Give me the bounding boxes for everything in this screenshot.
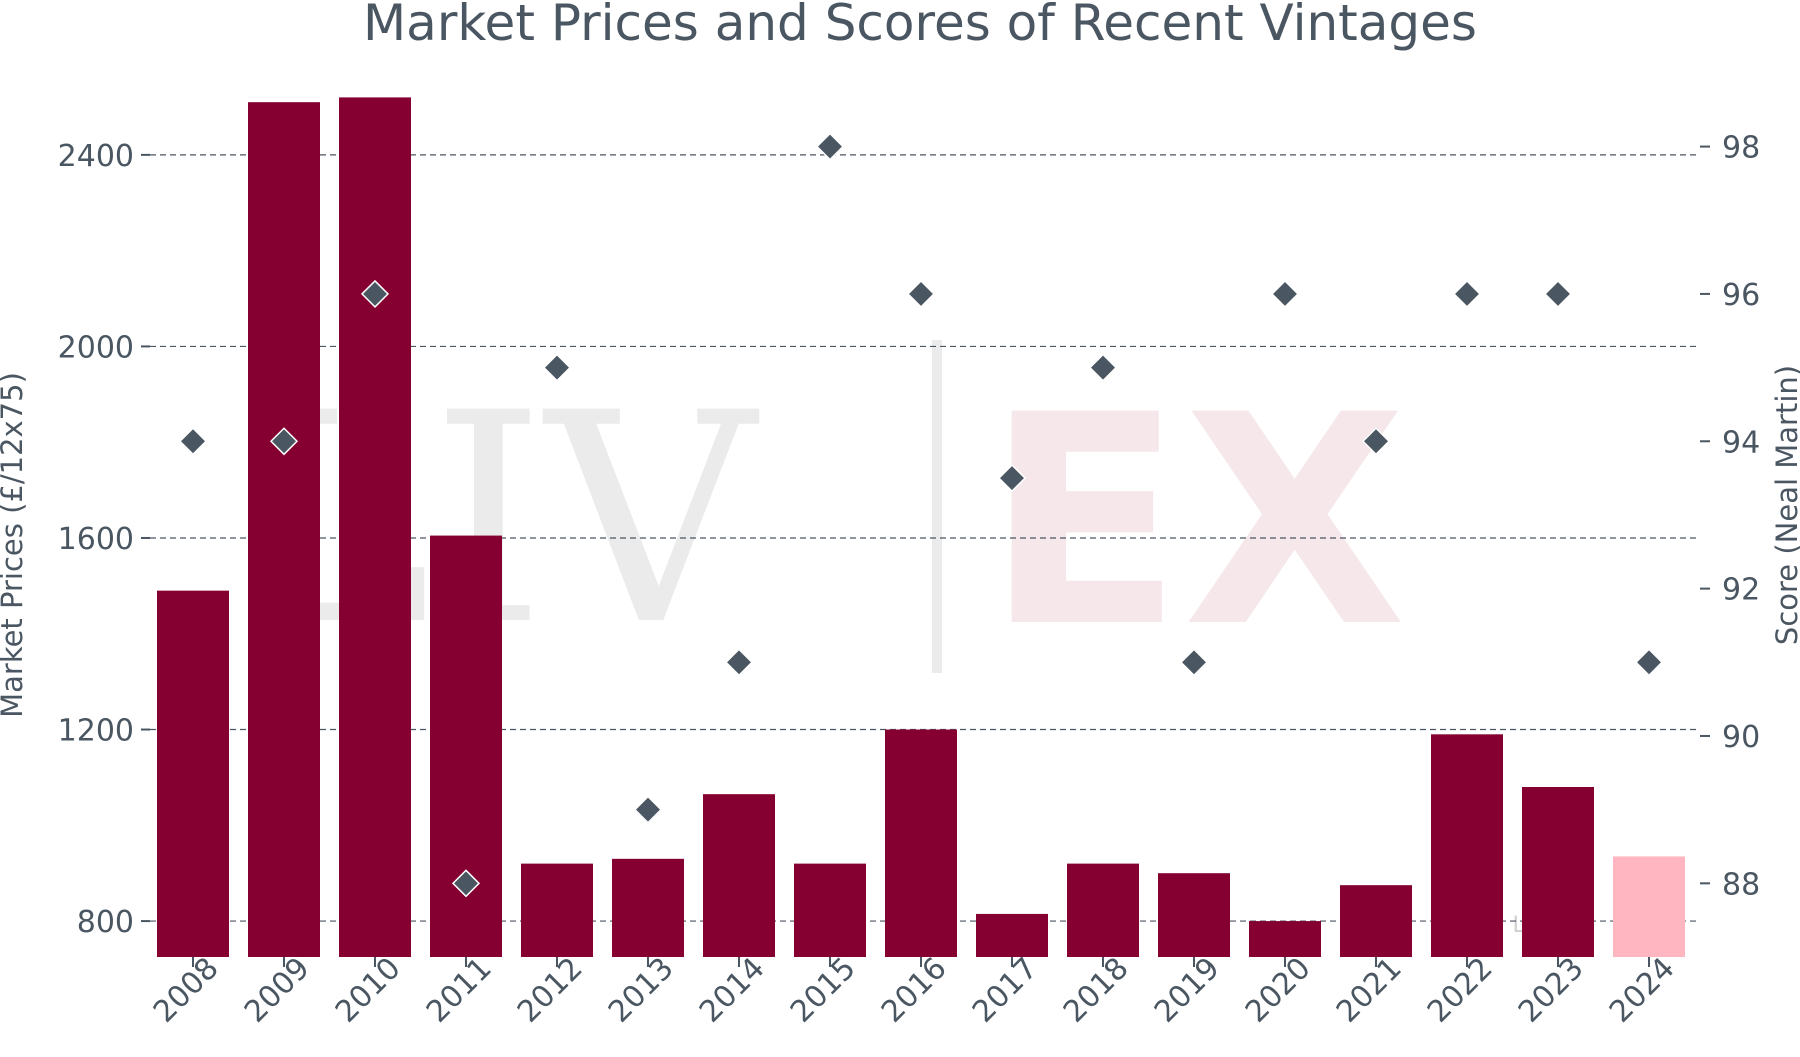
bars xyxy=(157,97,1685,957)
x-tick-label: 2013 xyxy=(602,951,681,1030)
score-point-2009 xyxy=(269,427,299,456)
score-point-2021 xyxy=(1361,427,1391,456)
y-right-tick-label: 94 xyxy=(1722,425,1760,460)
watermark-divider xyxy=(932,340,942,673)
x-tick-label: 2023 xyxy=(1512,951,1591,1030)
bar-2015 xyxy=(794,863,866,957)
y-axis-title-right: Score (Neal Martin) xyxy=(1770,365,1800,645)
bar-2012 xyxy=(521,863,593,957)
y-tick-label: 2400 xyxy=(58,139,134,174)
y-tick-label: 800 xyxy=(77,905,134,940)
x-tick-label: 2015 xyxy=(784,951,863,1030)
y-right-tick-label: 90 xyxy=(1722,720,1760,755)
score-point-2018 xyxy=(1088,353,1118,382)
x-tick-label: 2010 xyxy=(329,951,408,1030)
score-point-2019 xyxy=(1179,648,1209,677)
x-tick-label: 2009 xyxy=(238,951,317,1030)
score-point-2022 xyxy=(1452,279,1482,308)
bar-2016 xyxy=(885,729,957,957)
y-tick-label: 1200 xyxy=(58,714,134,749)
right-axis: 88 90 92 94 96 98 xyxy=(1700,131,1760,902)
x-tick-label: 2020 xyxy=(1239,951,1318,1030)
y-right-tick-label: 88 xyxy=(1722,867,1760,902)
y-axis-title-left: Market Prices (£/12x75) xyxy=(0,372,29,718)
score-point-2023 xyxy=(1543,279,1573,308)
x-tick-label: 2011 xyxy=(420,951,499,1030)
x-tick-label: 2021 xyxy=(1330,951,1409,1030)
x-tick-label: 2022 xyxy=(1421,951,1500,1030)
watermark: LIVEXLiv-ex xyxy=(238,340,1577,938)
bar-2009 xyxy=(248,102,320,957)
y-right-tick-label: 98 xyxy=(1722,131,1760,166)
score-point-2017 xyxy=(997,464,1027,493)
x-tick-label: 2024 xyxy=(1603,951,1682,1030)
score-point-2012 xyxy=(542,353,572,382)
chart-title: Market Prices and Scores of Recent Vinta… xyxy=(363,0,1477,52)
bar-2021 xyxy=(1340,885,1412,957)
x-tick-label: 2012 xyxy=(511,951,590,1030)
x-tick-label: 2016 xyxy=(875,951,954,1030)
bar-2013 xyxy=(612,858,684,957)
y-right-tick-label: 92 xyxy=(1722,573,1760,608)
bar-2010 xyxy=(339,97,411,957)
x-tick-label: 2014 xyxy=(693,951,772,1030)
score-point-2013 xyxy=(633,795,663,824)
x-tick-label: 2018 xyxy=(1057,951,1136,1030)
x-tick-label: 2019 xyxy=(1148,951,1227,1030)
bar-2019 xyxy=(1158,873,1230,957)
bar-2014 xyxy=(703,794,775,957)
bar-2017 xyxy=(976,913,1048,957)
x-axis: 2008 2009 2010 2011 2012 2013 2014 2015 2016 2017… xyxy=(147,951,1682,1030)
score-point-2024 xyxy=(1634,648,1664,677)
score-points xyxy=(178,132,1664,898)
bar-2018 xyxy=(1067,863,1139,957)
bar-2020 xyxy=(1249,921,1321,957)
score-point-2010 xyxy=(360,279,390,308)
score-point-2016 xyxy=(906,279,936,308)
bar-2024 xyxy=(1613,856,1685,957)
bar-2023 xyxy=(1522,786,1594,957)
score-point-2015 xyxy=(815,132,845,161)
score-point-2014 xyxy=(724,648,754,677)
left-axis: 800 1200 1600 2000 2400 xyxy=(58,139,150,940)
bar-2022 xyxy=(1431,734,1503,957)
x-tick-label: 2008 xyxy=(147,951,226,1030)
y-right-tick-label: 96 xyxy=(1722,278,1760,313)
x-tick-label: 2017 xyxy=(966,951,1045,1030)
score-point-2011 xyxy=(451,869,481,898)
score-point-2020 xyxy=(1270,279,1300,308)
bar-2008 xyxy=(157,590,229,957)
score-point-2008 xyxy=(178,427,208,456)
y-tick-label: 2000 xyxy=(58,330,134,365)
watermark-right: EX xyxy=(985,354,1407,691)
y-tick-label: 1600 xyxy=(58,522,134,557)
